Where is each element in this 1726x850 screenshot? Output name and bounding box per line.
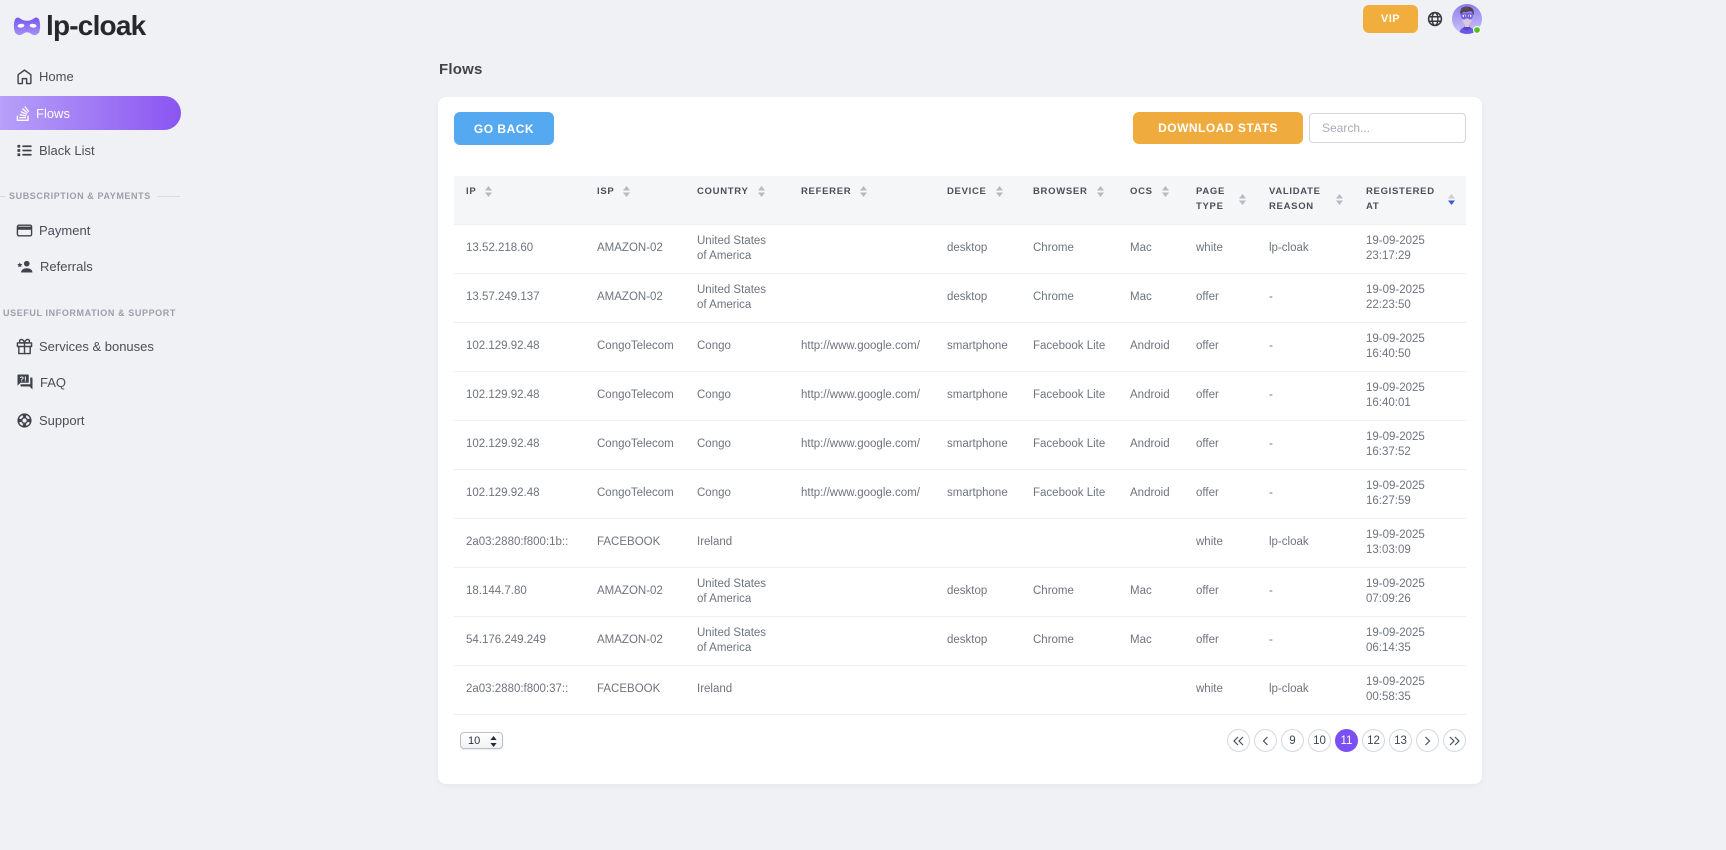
svg-text:?!: ?! [20, 374, 27, 383]
